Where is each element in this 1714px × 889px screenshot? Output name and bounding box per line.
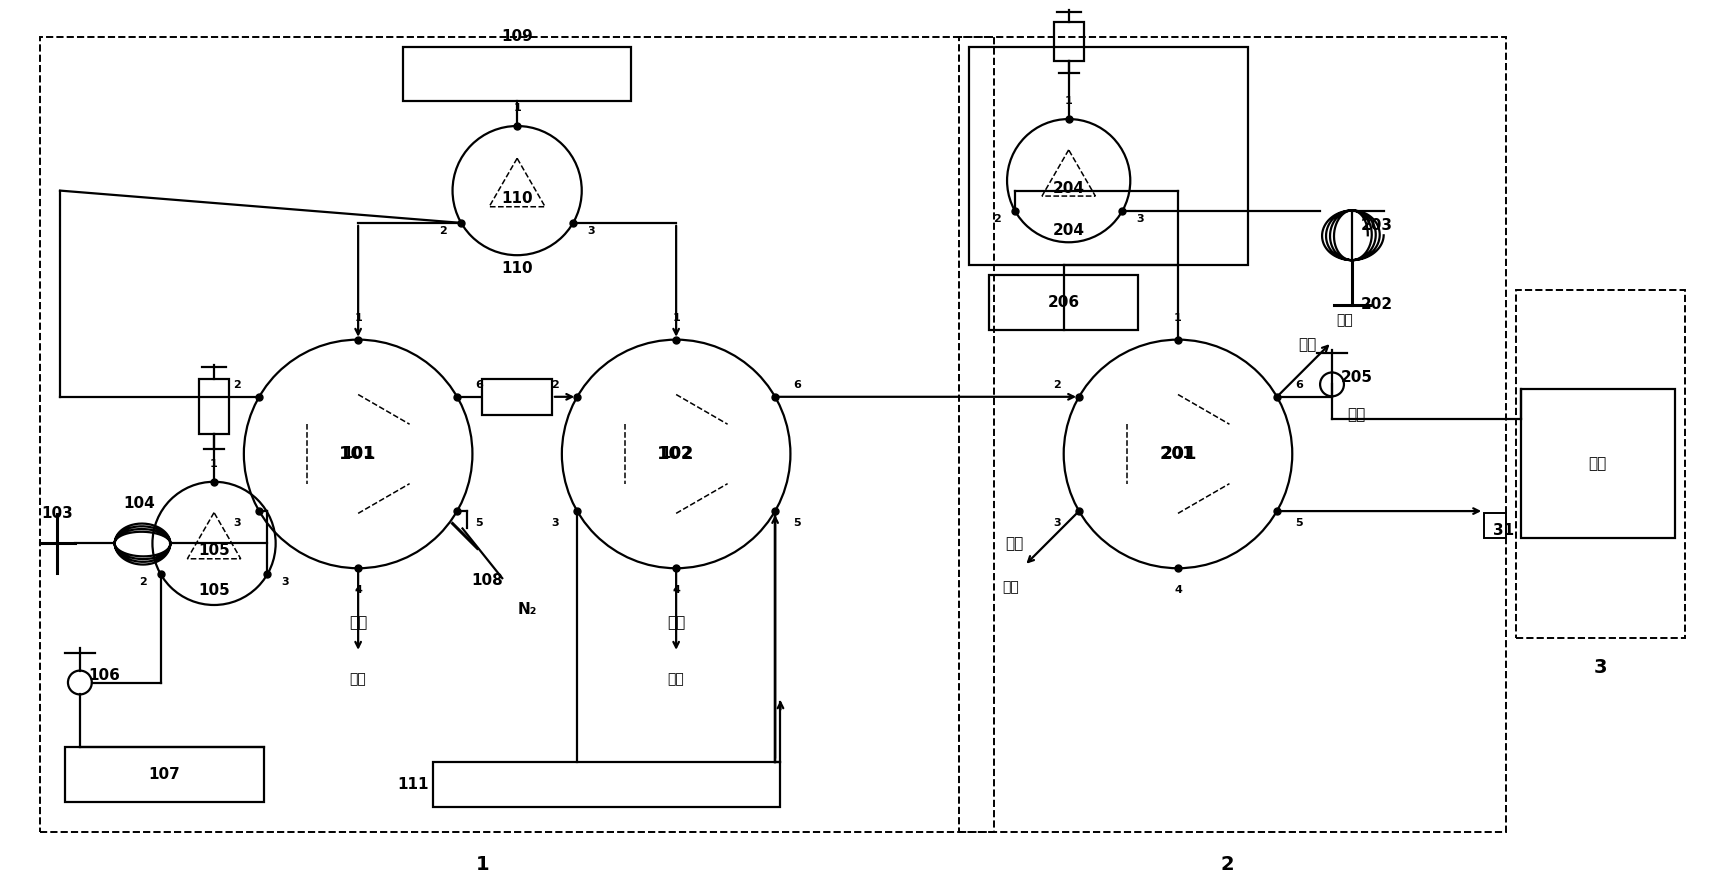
Text: 3: 3 [1052,518,1061,528]
Text: 3: 3 [1135,214,1143,224]
Text: 4: 4 [1174,585,1181,595]
Bar [403,46,631,101]
Text: 2: 2 [439,226,447,236]
Text: 109: 109 [500,29,533,44]
Text: 103: 103 [41,506,74,521]
Text: 5: 5 [792,518,800,528]
Bar [989,275,1138,330]
Text: 111: 111 [398,777,428,792]
Text: 104: 104 [123,496,156,511]
Bar [482,379,552,414]
Text: 102: 102 [660,446,692,461]
Text: 102: 102 [656,444,694,463]
Text: 废液: 废液 [1297,337,1316,352]
Text: 204: 204 [1052,180,1083,196]
Text: 废液: 废液 [1003,581,1018,595]
Text: 2: 2 [992,214,1001,224]
Text: 废液: 废液 [667,615,686,630]
Text: 201: 201 [1159,444,1196,463]
Bar [958,36,1505,831]
Text: 204: 204 [1052,223,1083,238]
Text: 205: 205 [1340,370,1373,385]
Text: 4: 4 [672,585,680,595]
Text: 废液: 废液 [350,673,367,686]
Text: 106: 106 [89,668,120,683]
Text: 5: 5 [475,518,483,528]
Text: 1: 1 [1174,313,1181,323]
Bar [968,46,1246,265]
Text: 105: 105 [199,543,230,558]
Text: 1: 1 [355,313,362,323]
Text: 110: 110 [500,260,533,276]
Text: 108: 108 [471,573,502,588]
Bar [432,762,780,806]
Text: 3: 3 [552,518,559,528]
Bar [1483,513,1505,539]
Text: 1: 1 [512,103,521,113]
Text: 203: 203 [1359,218,1392,233]
Text: 废液: 废液 [1347,406,1364,421]
Text: 废液: 废液 [1335,313,1352,327]
Text: 3: 3 [233,518,242,528]
Text: 6: 6 [475,380,483,390]
Bar [1052,21,1083,61]
Text: 101: 101 [343,446,374,461]
Text: 110: 110 [500,191,533,206]
Text: 2: 2 [1052,380,1061,390]
Text: N₂: N₂ [518,603,536,618]
Bar [1515,290,1683,637]
Text: 101: 101 [339,444,377,463]
Text: 废液: 废液 [667,673,684,686]
Text: 3: 3 [281,577,290,587]
Text: 2: 2 [552,380,559,390]
Text: 107: 107 [149,767,180,782]
Text: 5: 5 [1294,518,1303,528]
Text: 1: 1 [672,313,680,323]
Bar [39,36,994,831]
Text: 2: 2 [1220,855,1234,874]
Bar [199,380,230,434]
Text: 3: 3 [1592,658,1606,677]
Text: 31: 31 [1493,523,1513,538]
Text: 质谱: 质谱 [1587,456,1606,471]
Bar [65,747,264,802]
Text: 2: 2 [139,577,147,587]
Text: 1: 1 [475,855,488,874]
Bar [1520,389,1675,539]
Text: 202: 202 [1359,298,1392,312]
Text: 105: 105 [199,582,230,597]
Text: 201: 201 [1162,446,1193,461]
Text: 3: 3 [586,226,595,236]
Text: 废液: 废液 [1004,536,1023,551]
Text: 4: 4 [355,585,362,595]
Text: 2: 2 [233,380,242,390]
Text: 1: 1 [1064,96,1071,106]
Text: 6: 6 [1294,380,1303,390]
Text: 1: 1 [211,459,218,469]
Text: 206: 206 [1047,295,1080,310]
Text: 6: 6 [792,380,800,390]
Text: 废液: 废液 [350,615,367,630]
